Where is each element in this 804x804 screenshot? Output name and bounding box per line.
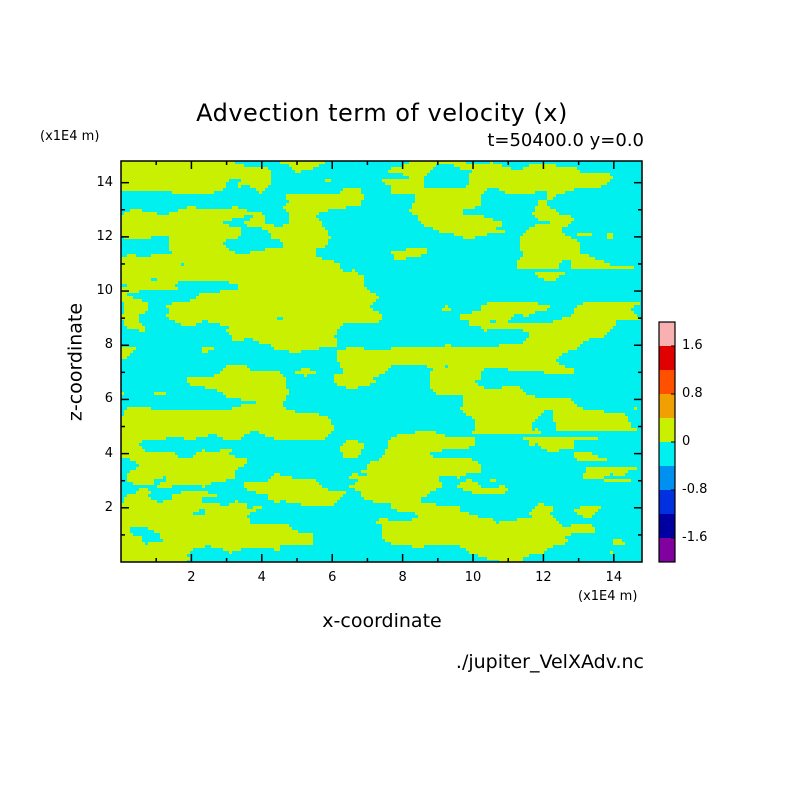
field-contours [121,161,642,562]
colorbar-segment [659,466,675,490]
colorbar-segment [659,394,675,418]
y-tick-label: 14 [96,174,113,190]
y-axis-unit: (x1E4 m) [40,129,100,144]
colorbar-tick-label: 0 [682,434,691,449]
y-tick-label: 4 [104,445,113,461]
y-tick-label: 2 [104,499,113,515]
colorbar-segment [659,418,675,442]
colorbar-segment [659,490,675,514]
colorbar [658,321,676,563]
x-tick-label: 2 [187,570,196,585]
field-positive-region [121,161,640,562]
source-file-label: ./jupiter_VelXAdv.nc [455,651,644,673]
x-axis-unit: (x1E4 m) [578,589,638,604]
y-tick-label: 8 [104,337,113,353]
colorbar-tick-label: 1.6 [682,338,703,353]
colorbar-segment [659,370,675,394]
y-tick-label: 12 [96,228,113,244]
x-tick-label: 8 [398,570,407,585]
x-tick-label: 6 [328,570,337,585]
colorbar-tick-label: -1.6 [682,530,708,545]
colorbar-segment [659,346,675,370]
y-tick-label: 6 [104,391,113,407]
x-tick-label: 4 [257,570,266,585]
x-tick-label: 10 [464,570,482,585]
colorbar-segment [659,514,675,538]
colorbar-segment [659,442,675,466]
colorbar-segment [659,322,675,346]
plot-frame [120,160,643,563]
chart-subtitle: t=50400.0 y=0.0 [487,130,644,151]
colorbar-segment [659,538,675,562]
axis-ticks [121,161,642,562]
colorbar-tick-label: 0.8 [682,386,703,401]
chart-title: Advection term of velocity (x) [196,99,568,127]
x-tick-label: 14 [605,570,623,585]
colorbar-tick-label: -0.8 [682,482,708,497]
y-tick-label: 10 [96,283,113,299]
x-tick-label: 12 [535,570,552,585]
x-axis-label: x-coordinate [322,610,442,632]
